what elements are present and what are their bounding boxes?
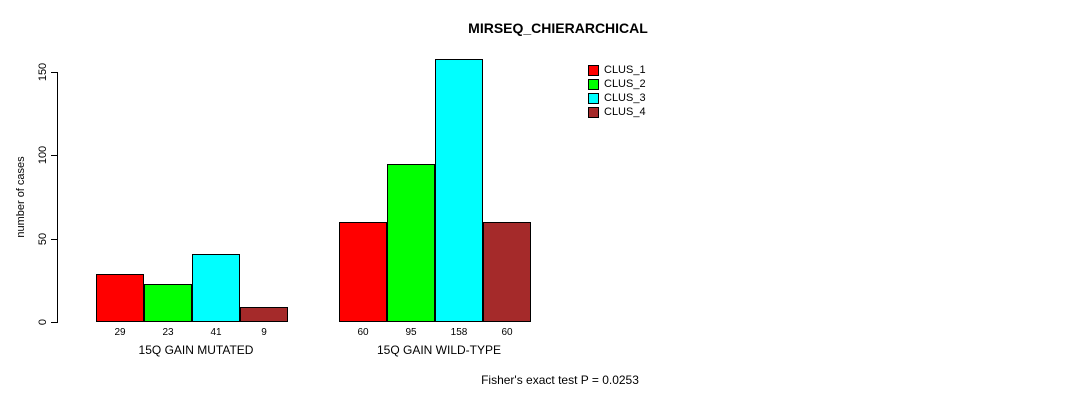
legend-label: CLUS_3 <box>604 92 646 104</box>
bar-value-label: 60 <box>501 327 513 338</box>
y-axis-line <box>57 72 58 323</box>
group-label: 15Q GAIN MUTATED <box>138 343 254 357</box>
bar-clus_1 <box>96 274 144 322</box>
y-axis-tick-label: 100 <box>37 145 49 165</box>
legend-item: CLUS_3 <box>588 93 646 104</box>
legend-item: CLUS_4 <box>588 107 646 118</box>
bar-clus_3 <box>192 254 240 322</box>
bar-value-label: 95 <box>405 327 417 338</box>
y-axis-tick-label: 0 <box>37 318 49 326</box>
legend-item: CLUS_2 <box>588 79 646 90</box>
bar-clus_3 <box>435 59 483 322</box>
bar-clus_2 <box>144 284 192 322</box>
legend-item: CLUS_1 <box>588 65 646 76</box>
bar-value-label: 29 <box>114 327 126 338</box>
y-axis-tick <box>51 239 58 240</box>
bar-value-label: 23 <box>162 327 174 338</box>
bar-clus_4 <box>483 222 531 322</box>
bar-value-label: 41 <box>210 327 222 338</box>
y-axis-tick <box>51 72 58 73</box>
y-axis-tick <box>51 322 58 323</box>
chart-title: MIRSEQ_CHIERARCHICAL <box>468 20 648 36</box>
annotation-fisher-test: Fisher's exact test P = 0.0253 <box>481 373 639 387</box>
bar-clus_2 <box>387 164 435 322</box>
bar-clus_1 <box>339 222 387 322</box>
legend-swatch-clus_4 <box>588 107 599 118</box>
legend-swatch-clus_3 <box>588 93 599 104</box>
legend-swatch-clus_1 <box>588 65 599 76</box>
bar-value-label: 60 <box>357 327 369 338</box>
y-axis-label: number of cases <box>15 156 27 238</box>
y-axis-tick-label: 150 <box>37 62 49 82</box>
bar-clus_4 <box>240 307 288 322</box>
bar-value-label: 158 <box>450 327 468 338</box>
y-axis-tick <box>51 155 58 156</box>
legend-label: CLUS_1 <box>604 64 646 76</box>
legend: CLUS_1 CLUS_2 CLUS_3 CLUS_4 <box>588 65 646 118</box>
legend-label: CLUS_2 <box>604 78 646 90</box>
legend-label: CLUS_4 <box>604 106 646 118</box>
bar-value-label: 9 <box>261 327 267 338</box>
group-label: 15Q GAIN WILD-TYPE <box>376 343 502 357</box>
y-axis-tick-label: 50 <box>37 232 49 246</box>
legend-swatch-clus_2 <box>588 79 599 90</box>
